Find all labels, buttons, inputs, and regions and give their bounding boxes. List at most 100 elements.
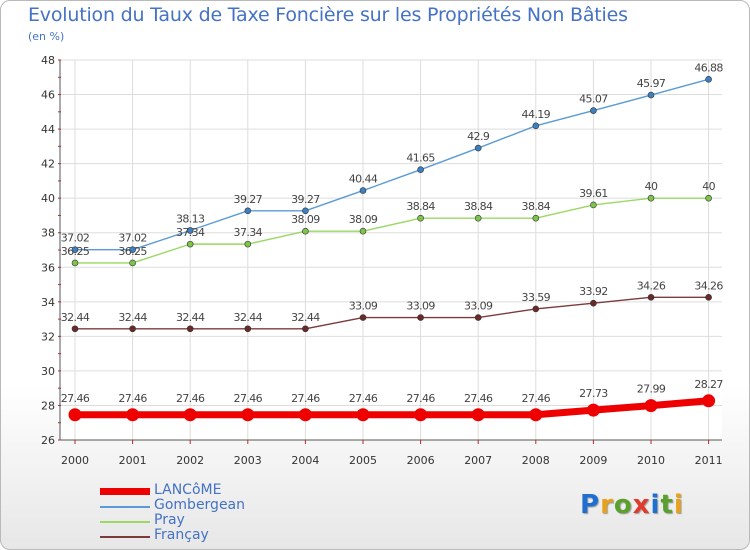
data-label: 39.27 [234, 193, 263, 206]
data-point [474, 314, 482, 321]
data-point [705, 294, 712, 301]
logo-letter: r [600, 490, 614, 520]
y-tick-label: 40 [41, 192, 55, 205]
data-point [71, 325, 79, 333]
data-point [529, 408, 543, 422]
data-point [71, 246, 79, 253]
data-point [244, 240, 252, 248]
data-point [302, 207, 309, 215]
x-tick-label: 2007 [464, 454, 492, 467]
data-label: 37.34 [234, 226, 263, 239]
data-point [359, 314, 367, 321]
data-label: 27.73 [579, 387, 608, 400]
legend-swatch [100, 488, 150, 495]
data-point [359, 187, 367, 194]
data-label: 27.46 [464, 392, 493, 405]
y-tick-label: 38 [41, 227, 55, 240]
y-tick-label: 30 [41, 365, 55, 378]
logo-letter: i [650, 490, 661, 520]
data-point [129, 259, 136, 267]
data-label: 38.09 [349, 213, 378, 226]
y-tick-label: 32 [41, 330, 55, 343]
logo-letter: o [613, 490, 633, 520]
data-point [298, 408, 312, 422]
logo-letter: x [632, 490, 651, 520]
data-point [474, 144, 482, 152]
data-label: 27.46 [118, 392, 147, 405]
data-label: 28.27 [694, 378, 723, 391]
data-point [532, 122, 540, 130]
data-label: 27.46 [234, 392, 263, 405]
data-label: 38.84 [522, 200, 551, 213]
data-label: 36.25 [118, 245, 147, 258]
logo-letter: i [673, 490, 684, 520]
x-tick-label: 2005 [349, 454, 377, 467]
data-label: 33.09 [406, 300, 435, 313]
data-point [417, 214, 424, 222]
data-label: 38.13 [176, 212, 205, 225]
data-point [129, 325, 136, 333]
legend-swatch [100, 521, 150, 523]
data-point [474, 214, 482, 222]
data-label: 27.46 [522, 392, 551, 405]
legend-label: Françay [154, 527, 209, 543]
data-label: 27.46 [406, 392, 435, 405]
data-point [302, 227, 309, 235]
data-label: 42.9 [467, 130, 490, 143]
data-point [702, 394, 716, 408]
data-label: 45.07 [579, 93, 608, 106]
data-point [586, 403, 600, 417]
data-point [129, 246, 136, 253]
data-label: 34.26 [637, 279, 666, 292]
legend-swatch [100, 536, 150, 538]
data-point [71, 259, 79, 267]
data-point [532, 214, 540, 222]
series-line-2 [74, 197, 710, 264]
data-point [647, 194, 655, 202]
data-label: 34.26 [694, 279, 723, 292]
series-line-0 [71, 397, 713, 419]
data-point [126, 408, 140, 422]
legend-label: Gombergean [154, 497, 246, 513]
data-point [68, 408, 82, 422]
y-tick-label: 42 [41, 158, 55, 171]
data-point [356, 408, 370, 422]
data-point [183, 408, 197, 422]
data-label: 27.46 [61, 392, 90, 405]
data-label: 32.44 [234, 311, 263, 324]
x-tick-label: 2010 [637, 454, 665, 467]
data-point [647, 91, 655, 99]
legend-label: Pray [154, 512, 185, 528]
data-label: 27.46 [291, 392, 320, 405]
x-tick-label: 2008 [522, 454, 550, 467]
data-point [471, 408, 485, 422]
data-label: 44.19 [522, 108, 551, 121]
series-line-1 [74, 78, 710, 251]
y-tick-label: 26 [41, 434, 55, 447]
data-label: 39.61 [579, 187, 608, 200]
data-label: 38.84 [464, 200, 493, 213]
data-point [590, 299, 597, 307]
x-tick-label: 2001 [119, 454, 147, 467]
data-label: 33.09 [464, 300, 493, 313]
logo-letter: P [580, 490, 601, 520]
data-label: 41.65 [406, 152, 435, 165]
data-label: 38.09 [291, 213, 320, 226]
data-label: 33.59 [522, 291, 551, 304]
data-point [241, 408, 255, 422]
data-point [532, 305, 540, 313]
data-label: 32.44 [118, 311, 147, 324]
data-point [186, 227, 194, 234]
data-point [590, 201, 597, 209]
chart-title: Evolution du Taux de Taxe Foncière sur l… [28, 4, 628, 26]
data-label: 33.09 [349, 300, 378, 313]
x-tick-label: 2003 [234, 454, 262, 467]
data-label: 27.46 [349, 392, 378, 405]
series-line-3 [74, 296, 710, 330]
data-label: 38.84 [406, 200, 435, 213]
data-point [705, 194, 712, 202]
legend-swatch [100, 506, 150, 508]
logo-letter: t [660, 490, 674, 520]
x-tick-label: 2006 [407, 454, 435, 467]
